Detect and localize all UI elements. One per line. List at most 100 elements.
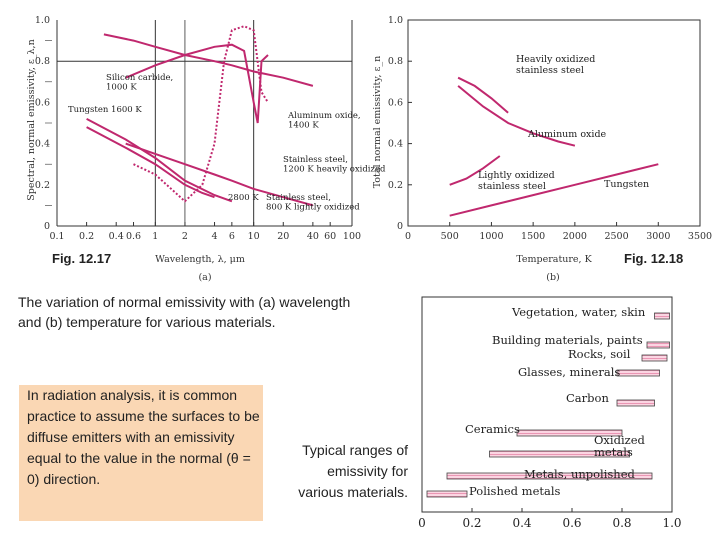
x-tick-label: 500	[441, 231, 459, 242]
category-label: Oxidized metals	[594, 433, 645, 459]
range-bar	[516, 429, 623, 437]
y-tick-label: 0.8	[35, 56, 50, 67]
series-line	[133, 25, 269, 203]
y-tick-label: 0.2	[388, 180, 403, 191]
x-tick-label: 10	[248, 231, 260, 242]
chart-total-emissivity: 0 500 1000 1500 2000 2500 3000 3500 0 0.2 0.4 0.6 0.…	[372, 15, 712, 283]
x-tick-label: 1500	[521, 231, 545, 242]
y-tick-label: 0.2	[35, 180, 50, 191]
range-bar	[446, 472, 653, 480]
range-bar	[616, 369, 660, 377]
category-label: Building materials, paints	[492, 333, 643, 347]
series-line	[86, 118, 233, 203]
x-tick-label: 0.2	[462, 516, 481, 530]
series-line	[457, 76, 509, 114]
chart-emissivity-ranges: 0 0.2 0.4 0.6 0.8 1.0 Vegetation, water, skin B…	[418, 296, 682, 530]
series-annotation: Silicon carbide, 1000 K	[106, 73, 173, 93]
category-label: Glasses, minerals	[518, 365, 620, 379]
series-annotation: 2800 K	[228, 193, 259, 203]
series-line	[449, 155, 501, 186]
fig-b-label: Fig. 12.18	[624, 251, 684, 266]
chart-spectral-emissivity: 0.1 0.2 0.4 0.6 1 2 4 6 10 20 40 60 10000.20.40.60.8…	[26, 15, 386, 283]
chart-c-labels: 0 0.2 0.4 0.6 0.8 1.0 Vegetation, water, skin B…	[418, 305, 681, 530]
x-tick-label: 1000	[479, 231, 503, 242]
y-tick-label: 0.4	[388, 139, 403, 150]
chart-b-labels: 0 500 1000 1500 2000 2500 3000 3500 0 0.2 0.4 0.6 0.…	[372, 15, 712, 283]
range-bar	[641, 354, 668, 362]
series-line	[457, 85, 576, 147]
x-tick-label: 2500	[604, 231, 628, 242]
x-tick-label: 0	[405, 231, 411, 242]
x-tick-label: 0.8	[612, 516, 631, 530]
category-label: Ceramics	[465, 422, 520, 436]
series-annotation: Tungsten 1600 K	[68, 105, 142, 115]
x-tick-label: 4	[212, 231, 218, 242]
x-tick-label: 0.1	[49, 231, 64, 242]
series-label: Aluminum oxide	[527, 129, 607, 140]
category-label: Rocks, soil	[568, 347, 631, 361]
series-label: Lightly oxidized stainless steel	[478, 170, 555, 192]
x-axis-label: Temperature, K	[516, 254, 592, 265]
y-axis-label: Total normal emissivity, ε_n	[372, 56, 383, 189]
y-tick-label: 0.4	[35, 139, 50, 150]
range-bar	[646, 341, 670, 349]
x-tick-label: 0	[418, 516, 426, 530]
chart-a-axes	[45, 20, 353, 227]
series-line	[125, 142, 314, 207]
ranges-caption: Typical ranges of emissivity for various…	[298, 442, 408, 500]
x-tick-label: 6	[229, 231, 235, 242]
diffuse-emitter-note: In radiation analysis, it is common prac…	[19, 385, 263, 521]
series-line	[103, 33, 314, 87]
x-tick-label: 3000	[646, 231, 670, 242]
x-tick-label: 1.0	[662, 516, 681, 530]
category-label: Metals, unpolished	[524, 467, 636, 481]
series-line	[125, 43, 269, 124]
y-tick-label: 0.8	[388, 56, 403, 67]
category-label: Polished metals	[469, 484, 561, 498]
y-tick-label: 0	[44, 221, 50, 232]
y-axis-label: Spectral, normal emissivity, ε_λ,n	[26, 39, 37, 200]
x-tick-label: 0.6	[562, 516, 581, 530]
range-bar	[654, 312, 670, 320]
x-axis-label: Wavelength, λ, μm	[155, 254, 245, 265]
series-line	[86, 126, 215, 199]
y-tick-label: 1.0	[35, 15, 50, 26]
y-tick-label: 0.6	[388, 97, 403, 108]
chart-a-labels: 0.1 0.2 0.4 0.6 1 2 4 6 10 20 40 60 10000.20.40.60.8…	[26, 15, 386, 283]
x-tick-label: 3500	[688, 231, 712, 242]
x-tick-label: 2	[182, 231, 188, 242]
y-tick-label: 1.0	[388, 15, 403, 26]
category-label: Carbon	[566, 391, 609, 405]
series-annotation: Stainless steel, 1200 K heavily oxidized	[283, 155, 386, 175]
range-bar	[489, 450, 630, 458]
x-tick-label: 20	[277, 231, 289, 242]
x-tick-label: 0.2	[79, 231, 94, 242]
y-tick-label: 0	[397, 221, 403, 232]
series-label: Tungsten	[604, 179, 649, 190]
chart-b-axes	[407, 19, 701, 227]
category-label: Vegetation, water, skin	[511, 305, 646, 319]
chart-b-series	[449, 76, 659, 217]
series-annotation: Stainless steel, 800 K lightly oxidized	[266, 193, 360, 213]
x-tick-label: 2000	[563, 231, 587, 242]
plot-frame	[407, 19, 701, 227]
x-tick-label: 100	[343, 231, 361, 242]
x-tick-label: 40	[307, 231, 319, 242]
chart-c-axes	[421, 296, 673, 513]
series-line	[449, 163, 659, 217]
chart-sublabel: (b)	[546, 272, 560, 283]
chart-sublabel: (a)	[198, 272, 211, 283]
chart-a-series	[86, 25, 314, 207]
x-tick-label: 60	[324, 231, 336, 242]
series-annotation: Aluminum oxide, 1400 K	[287, 111, 361, 131]
chart-c-bars	[426, 312, 670, 498]
range-bar	[616, 399, 655, 407]
x-tick-label: 0.6	[126, 231, 141, 242]
main-caption: The variation of normal emissivity with …	[18, 294, 351, 330]
x-tick-label: 0.4	[512, 516, 531, 530]
x-tick-label: 0.4	[109, 231, 124, 242]
y-tick-label: 0.6	[35, 97, 50, 108]
x-tick-label: 1	[152, 231, 158, 242]
range-bar	[426, 490, 468, 498]
